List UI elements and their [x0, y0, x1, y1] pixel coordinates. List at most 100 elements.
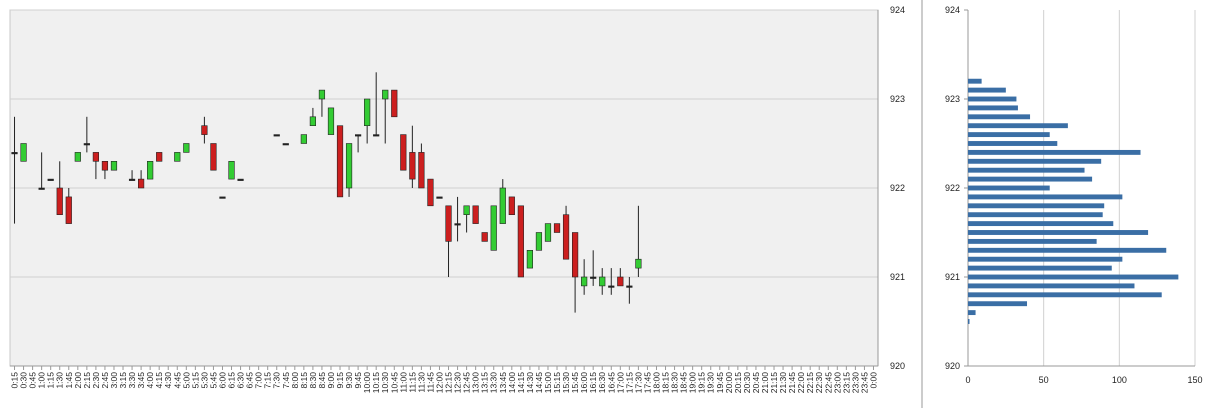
profile-y-tick-label: 921 [945, 272, 960, 282]
time-x-tick-label: 23:30 [850, 372, 860, 394]
time-x-tick-label: 17:15 [624, 372, 634, 394]
candle-body [626, 285, 633, 288]
candle [300, 134, 307, 144]
time-x-tick-label: 12:30 [453, 372, 463, 394]
profile-x-tick-label: 0 [965, 375, 970, 385]
time-x-tick-label: 7:45 [281, 372, 291, 389]
candle [581, 259, 588, 295]
time-x-tick-label: 11:30 [416, 372, 426, 393]
candle-body [336, 125, 344, 198]
candle-body [228, 161, 235, 180]
price-y-tick-label: 922 [890, 183, 905, 193]
profile-bar [968, 149, 1141, 155]
time-x-tick-label: 5:30 [199, 372, 209, 389]
time-x-tick-label: 7:15 [263, 372, 273, 389]
candle [228, 161, 235, 180]
candle-body [635, 258, 642, 269]
price-y-tick-label: 924 [890, 5, 905, 15]
time-x-tick-label: 5:00 [181, 372, 191, 389]
time-x-tick-label: 20:45 [751, 372, 761, 394]
candle [391, 89, 398, 118]
time-x-tick-label: 22:30 [814, 372, 824, 394]
time-x-tick-label: 14:15 [516, 372, 526, 394]
candle-body [83, 143, 90, 146]
candle [92, 152, 99, 180]
time-x-tick-label: 7:00 [254, 372, 264, 389]
time-x-tick-label: 19:15 [697, 372, 707, 394]
candle-body [382, 89, 389, 100]
candle [553, 223, 561, 233]
time-x-tick-label: 15:45 [570, 372, 580, 394]
candle-body [74, 152, 81, 162]
candle [400, 134, 407, 171]
time-x-tick-label: 23:00 [832, 372, 842, 394]
time-x-tick-label: 19:45 [715, 372, 725, 394]
time-x-tick-label: 11:00 [398, 372, 408, 393]
price-y-tick-label: 920 [890, 361, 905, 371]
time-x-tick-label: 2:15 [82, 372, 92, 389]
time-x-tick-label: 18:15 [661, 372, 671, 394]
candle-body [572, 232, 579, 278]
profile-bar [968, 301, 1028, 307]
candle [83, 116, 90, 153]
time-x-tick-label: 4:45 [172, 372, 182, 389]
time-x-tick-label: 9:15 [335, 372, 345, 389]
candle [562, 205, 570, 260]
time-x-tick-label: 4:00 [145, 372, 155, 389]
time-x-tick-label: 8:15 [299, 372, 309, 389]
profile-bar [968, 274, 1179, 280]
time-x-tick-label: 18:45 [679, 372, 689, 394]
candle [273, 134, 280, 137]
candle-body [138, 178, 145, 189]
candle-body [472, 205, 479, 224]
candle-body [318, 89, 326, 100]
time-x-tick-label: 23:45 [859, 372, 869, 394]
time-x-tick-label: 22:45 [823, 372, 833, 394]
candle-body [56, 187, 63, 216]
candle [454, 196, 461, 242]
profile-y-tick-label: 924 [945, 5, 960, 15]
candle [608, 268, 615, 295]
candle [309, 107, 316, 127]
candle [11, 116, 18, 224]
time-x-tick-label: 12:15 [444, 372, 454, 394]
time-x-tick-label: 1:00 [37, 372, 47, 389]
time-x-tick-label: 3:30 [127, 372, 137, 389]
candle-body [237, 178, 244, 181]
profile-bar [968, 114, 1031, 120]
profile-bar [968, 247, 1167, 253]
candle [65, 188, 72, 224]
candle-body [65, 196, 72, 224]
profile-bar [968, 292, 1162, 298]
time-x-tick-label: 16:00 [579, 372, 589, 394]
candle [635, 205, 642, 277]
candle-body [617, 276, 624, 287]
candle-body [481, 232, 488, 242]
profile-bar [968, 238, 1097, 244]
candle [427, 178, 434, 207]
candle [210, 143, 217, 171]
candle [174, 152, 181, 162]
candle [138, 170, 145, 189]
time-x-tick-label: 14:00 [507, 372, 517, 394]
candle [535, 232, 543, 251]
time-x-tick-label: 8:30 [308, 372, 318, 389]
candle-body [210, 143, 217, 171]
price-y-axis: 920 921 922 923 924 [890, 5, 905, 371]
candle [599, 268, 606, 295]
candle-body [427, 178, 434, 207]
time-x-tick-label: 21:00 [760, 372, 770, 394]
time-x-tick-label: 12:00 [434, 372, 444, 394]
candle [373, 72, 380, 137]
time-x-tick-label: 16:45 [606, 372, 616, 394]
profile-bar [968, 230, 1149, 235]
candle-body [508, 196, 515, 215]
time-x-tick-label: 11:15 [407, 372, 417, 393]
time-x-tick-label: 6:30 [236, 372, 246, 389]
candle [237, 178, 244, 181]
time-x-tick-label: 3:15 [118, 372, 128, 389]
candle-body [327, 107, 335, 135]
candle-body [454, 223, 461, 226]
candle-body [110, 161, 118, 171]
time-x-tick-label: 10:45 [389, 372, 399, 394]
